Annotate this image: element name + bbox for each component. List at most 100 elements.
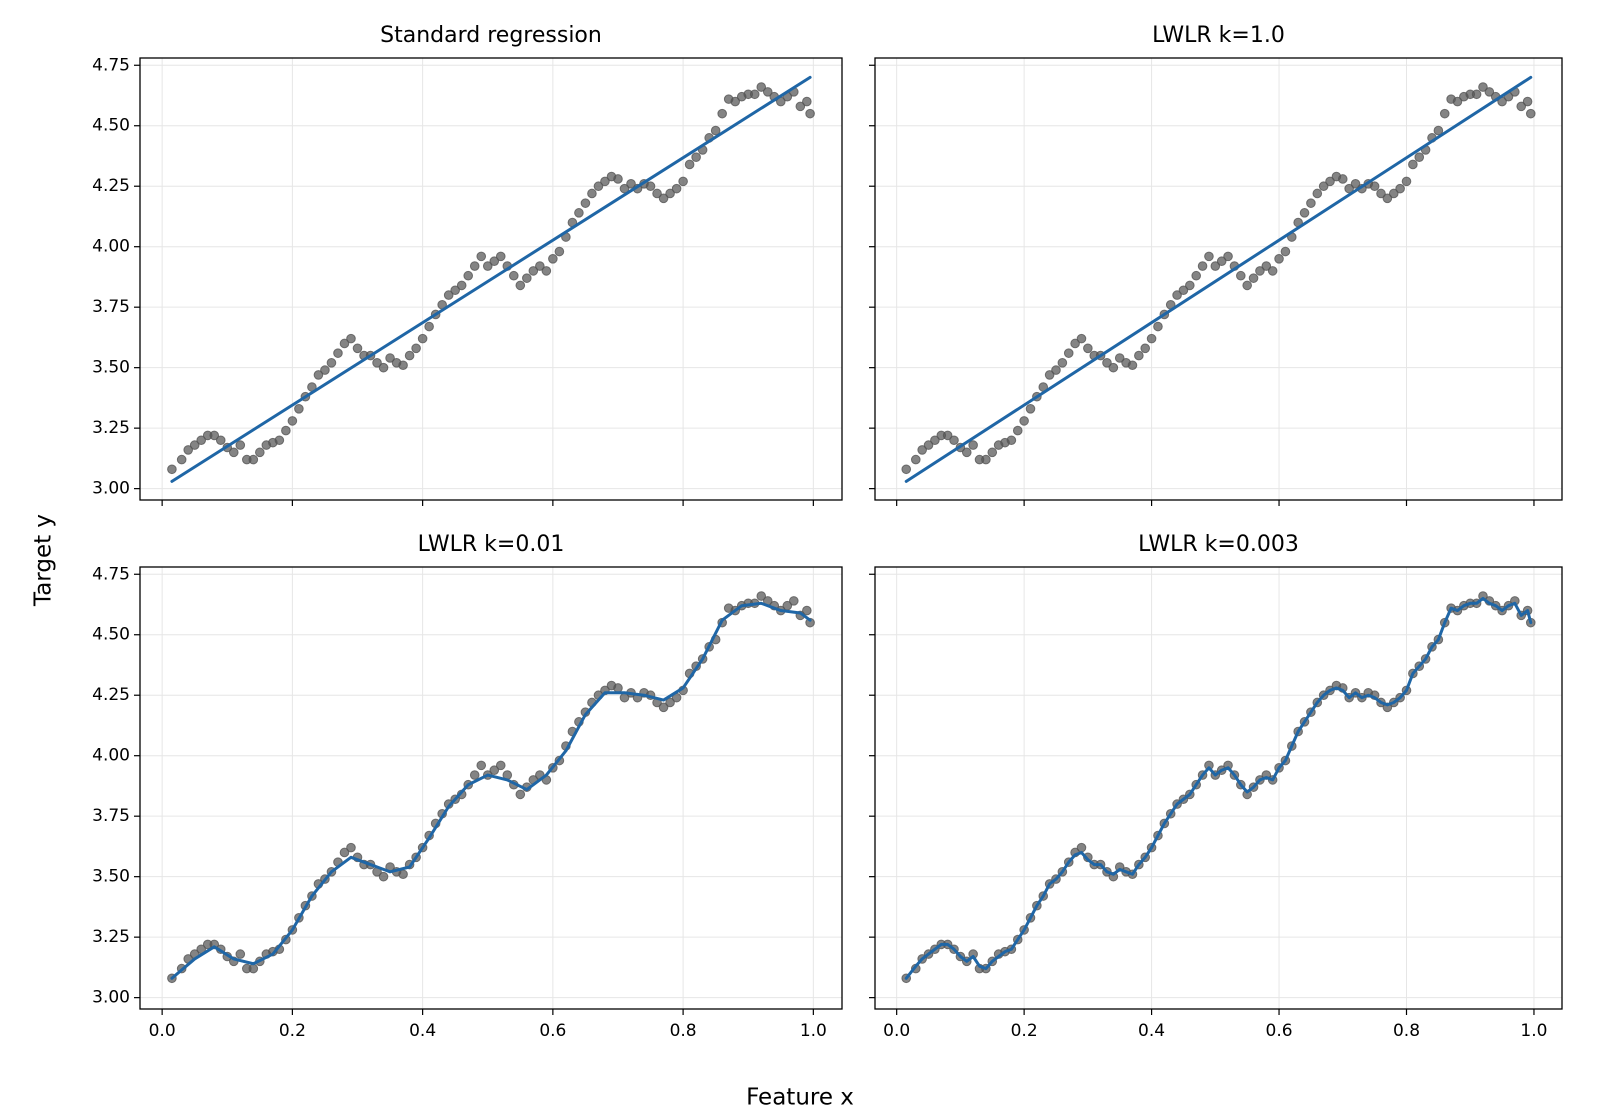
- subplot-title: LWLR k=1.0: [1152, 23, 1285, 48]
- data-point: [274, 435, 285, 446]
- data-point: [1210, 261, 1221, 271]
- data-point: [1044, 370, 1055, 380]
- data-point: [730, 96, 741, 107]
- data-point: [1255, 266, 1265, 276]
- data-point: [1344, 183, 1354, 194]
- data-point: [372, 358, 382, 368]
- data-point: [1395, 183, 1405, 194]
- data-point: [476, 251, 487, 262]
- data-point: [1382, 193, 1393, 204]
- data-point: [593, 181, 604, 192]
- data-point: [1185, 280, 1195, 291]
- data-point: [1236, 270, 1246, 281]
- data-point: [802, 96, 812, 107]
- data-point: [1274, 253, 1284, 264]
- data-point: [749, 89, 760, 100]
- subplot: LWLR k=0.003 0.0 0.2 0.4 0.6 0.8 1.0: [869, 532, 1563, 1041]
- data-point: [183, 445, 193, 455]
- data-point: [404, 350, 415, 361]
- data-point: [1012, 425, 1023, 436]
- data-point: [917, 445, 927, 455]
- data-point: [1242, 280, 1252, 291]
- data-point: [1516, 101, 1527, 112]
- fit-line: [170, 601, 812, 980]
- y-tick-label: 3.75: [92, 297, 130, 317]
- data-point: [424, 321, 434, 332]
- data-point: [658, 193, 669, 204]
- data-point: [450, 285, 460, 296]
- data-point: [1433, 125, 1444, 136]
- data-point: [548, 253, 558, 264]
- data-point: [528, 266, 539, 276]
- subplot: LWLR k=0.01 0.0 0.2 0.4 0.6 0.8 1.0 3.00 3.25 3.5…: [92, 532, 843, 1041]
- data-point: [658, 702, 669, 713]
- data-point: [495, 760, 506, 771]
- data-point: [1376, 188, 1386, 199]
- subplot-title: Standard regression: [380, 23, 602, 48]
- data-point: [665, 188, 675, 199]
- plot-frame: [874, 57, 1563, 501]
- y-axis-label: Target y: [31, 514, 57, 607]
- data-point: [346, 842, 356, 853]
- x-tick-label: 0.4: [1138, 1021, 1165, 1041]
- data-point: [228, 447, 239, 458]
- data-point: [522, 273, 532, 283]
- y-tick-label: 4.50: [92, 116, 130, 136]
- data-point: [805, 617, 815, 628]
- data-point: [352, 343, 363, 354]
- data-point: [1019, 416, 1029, 426]
- data-point: [443, 290, 454, 300]
- data-point: [333, 348, 343, 358]
- data-point: [1299, 208, 1310, 218]
- x-tick-label: 1.0: [1520, 1021, 1547, 1041]
- data-point: [255, 447, 265, 458]
- data-point: [248, 454, 259, 465]
- data-point: [949, 435, 959, 446]
- data-point: [248, 963, 259, 974]
- data-point: [1452, 96, 1463, 107]
- data-point: [235, 949, 246, 959]
- data-point: [678, 176, 688, 187]
- data-point: [411, 343, 421, 354]
- data-point: [1153, 321, 1163, 332]
- data-point: [1025, 403, 1036, 414]
- data-point: [554, 246, 565, 257]
- data-point: [665, 697, 675, 708]
- plot-frame: [874, 566, 1563, 1010]
- data-point: [495, 251, 506, 262]
- y-tick-label: 3.00: [92, 479, 130, 499]
- data-point: [235, 440, 246, 450]
- data-point: [1306, 198, 1316, 208]
- x-tick-label: 0.2: [279, 1021, 306, 1041]
- data-point: [613, 174, 623, 184]
- data-point: [910, 454, 921, 465]
- data-point: [1325, 176, 1335, 187]
- data-point: [645, 181, 656, 192]
- data-point: [346, 333, 356, 344]
- x-tick-label: 0.4: [409, 1021, 436, 1041]
- data-point: [802, 605, 812, 616]
- data-point: [294, 403, 304, 414]
- data-point: [1216, 256, 1227, 267]
- data-point: [189, 440, 200, 450]
- data-point: [456, 280, 467, 291]
- data-point: [587, 188, 597, 199]
- data-point: [1267, 266, 1278, 276]
- data-point: [196, 435, 207, 446]
- y-tick-label: 4.00: [92, 746, 130, 766]
- x-axis-label: Feature x: [746, 1085, 854, 1111]
- data-point: [1114, 353, 1125, 363]
- data-point: [535, 261, 545, 271]
- y-tick-label: 3.25: [92, 927, 130, 947]
- data-point: [541, 266, 552, 276]
- data-point: [795, 101, 806, 112]
- data-point: [1006, 435, 1017, 446]
- data-point: [385, 353, 395, 363]
- data-point: [176, 454, 187, 465]
- y-tick-label: 4.75: [92, 564, 130, 584]
- x-tick-label: 0.8: [1393, 1021, 1420, 1041]
- x-tick-label: 0.8: [670, 1021, 697, 1041]
- data-point: [580, 198, 591, 208]
- data-point: [489, 765, 500, 776]
